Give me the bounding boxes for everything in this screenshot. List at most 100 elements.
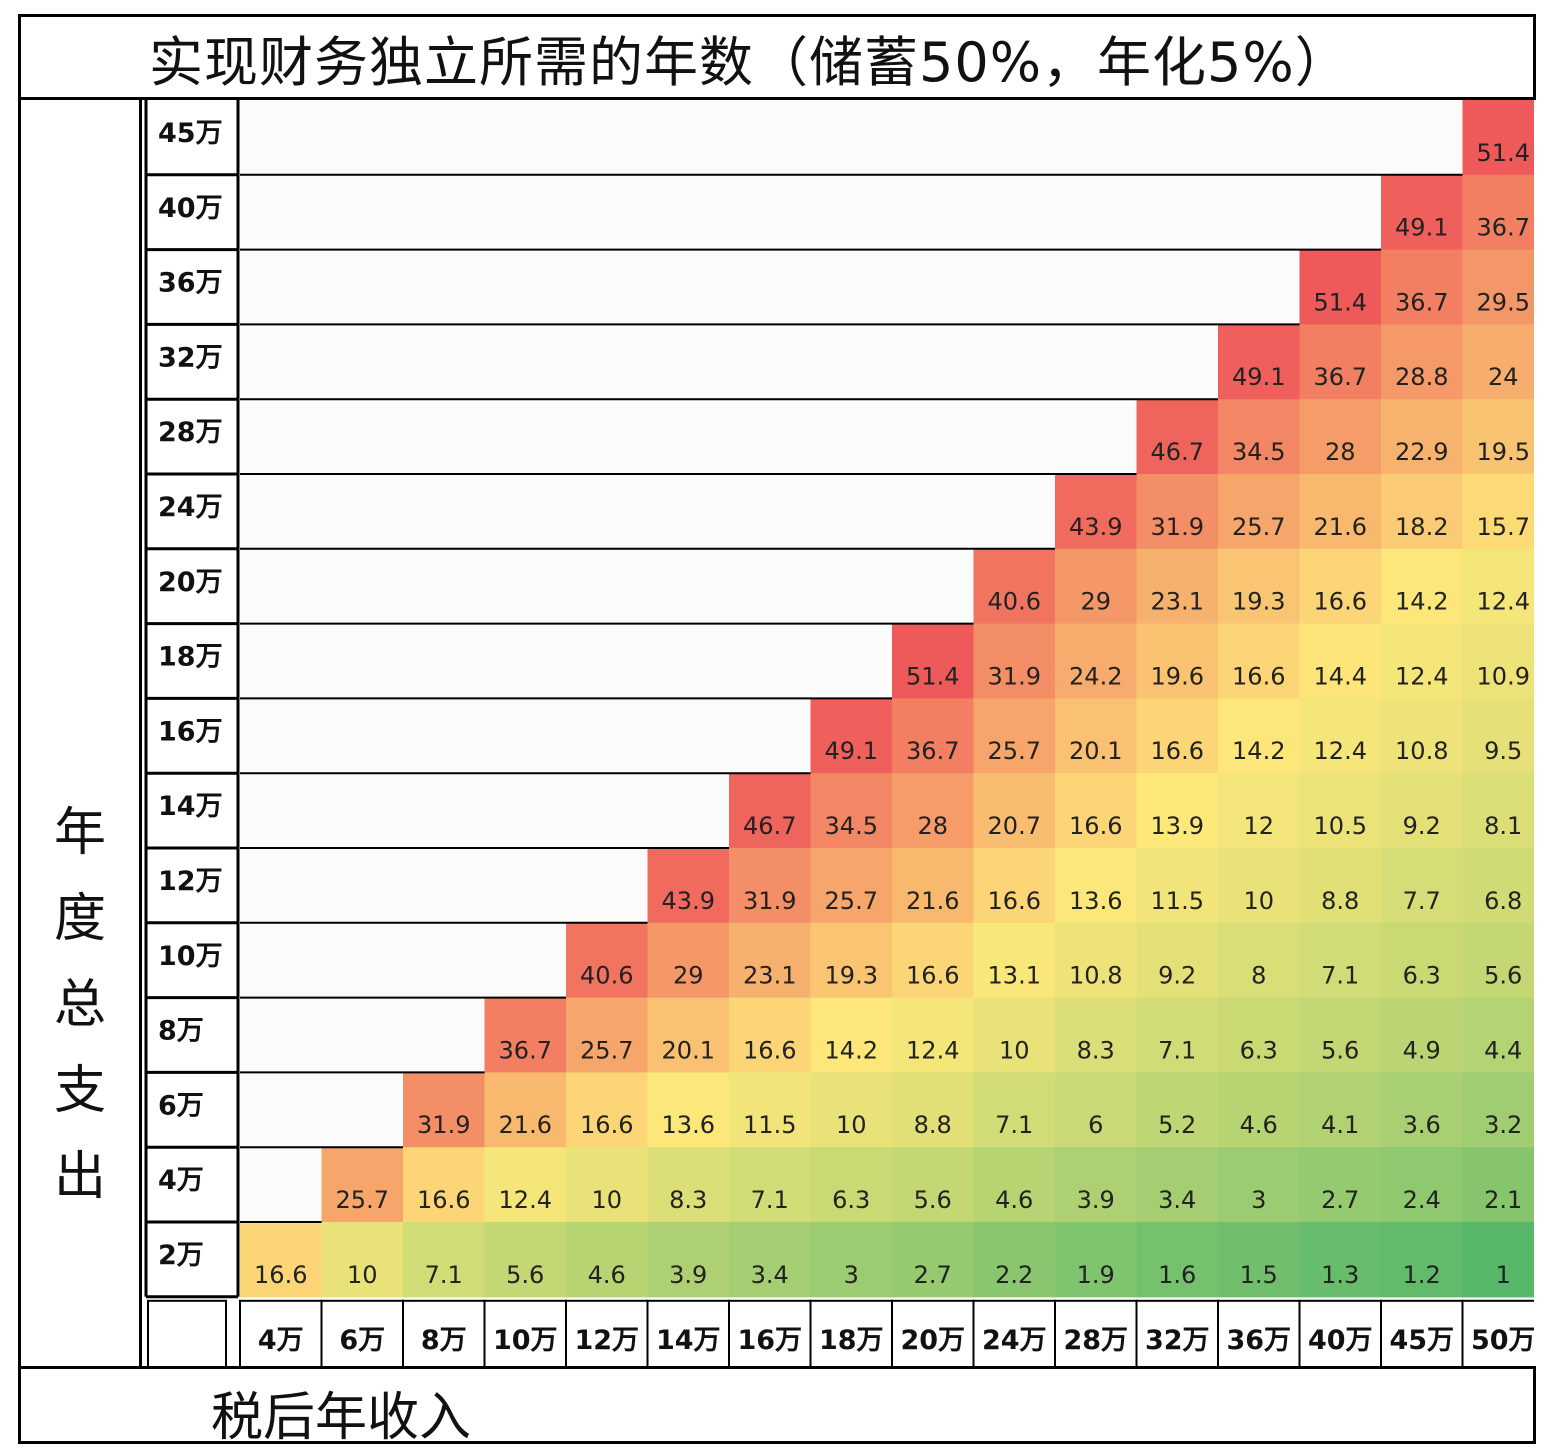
x-tick-label: 36万 <box>1226 1325 1291 1356</box>
heatmap-cell <box>566 1072 649 1148</box>
x-tick-label: 20万 <box>900 1325 965 1356</box>
cell-value-label: 23.1 <box>743 962 796 990</box>
cell-value-label: 14.4 <box>1314 662 1367 690</box>
heatmap-cell <box>1299 1147 1382 1223</box>
y-tick-label: 40万 <box>158 193 223 224</box>
heatmap-cell <box>1299 1222 1382 1298</box>
cell-value-label: 3.4 <box>1158 1186 1196 1214</box>
heatmap-cell <box>1381 922 1464 999</box>
x-tick-cell <box>1461 1299 1545 1376</box>
cell-value-label: 25.7 <box>336 1186 389 1214</box>
y-tick-label: 28万 <box>158 417 223 448</box>
cell-value-label: 13.9 <box>1151 812 1204 840</box>
heatmap-cell <box>1381 174 1464 251</box>
cell-value-label: 10 <box>1243 887 1274 915</box>
heatmap-cell <box>729 773 812 849</box>
cell-value-label: 20.1 <box>662 1036 715 1064</box>
cell-value-label: 36.7 <box>1314 363 1367 391</box>
cell-value-label: 1.3 <box>1321 1261 1359 1289</box>
cell-value-label: 29 <box>1080 588 1111 616</box>
cell-value-label: 3.6 <box>1403 1111 1441 1139</box>
heatmap-cell <box>1381 1072 1464 1148</box>
heatmap-cell <box>973 548 1056 625</box>
y-tick-label: 14万 <box>158 791 223 822</box>
heatmap-cell <box>1299 623 1382 699</box>
heatmap-cell <box>1055 1147 1138 1223</box>
x-tick-label: 24万 <box>982 1325 1047 1356</box>
heatmap-cell <box>1462 997 1545 1073</box>
heatmap-cell <box>729 1222 812 1298</box>
cell-value-label: 10.8 <box>1069 962 1122 990</box>
x-tick-cell <box>239 1299 323 1376</box>
y-tick-label: 20万 <box>158 567 223 598</box>
heatmap-cell <box>1462 399 1545 475</box>
cell-value-label: 28 <box>1325 438 1356 466</box>
cell-value-label: 46.7 <box>1151 438 1204 466</box>
heatmap-cell <box>1299 548 1382 625</box>
heatmap-cell <box>1381 548 1464 625</box>
x-tick-cell <box>565 1299 649 1376</box>
cell-value-label: 20.1 <box>1069 737 1122 765</box>
x-tick-label: 16万 <box>737 1325 802 1356</box>
heatmap-cell <box>1462 100 1545 176</box>
cell-value-label: 21.6 <box>499 1111 552 1139</box>
y-tick-label: 12万 <box>158 866 223 897</box>
heatmap-cell <box>240 1222 323 1298</box>
cell-value-label: 31.9 <box>743 887 796 915</box>
cell-value-label: 1 <box>1496 1261 1511 1289</box>
x-tick-cell <box>1380 1299 1464 1376</box>
heatmap-cell <box>484 997 567 1073</box>
heatmap-cell <box>1462 474 1545 550</box>
heatmap-cell <box>1136 698 1219 774</box>
cell-value-label: 21.6 <box>906 887 959 915</box>
cell-value-label: 20.7 <box>988 812 1041 840</box>
heatmap-cell <box>1462 922 1545 999</box>
cell-value-label: 4.9 <box>1403 1036 1441 1064</box>
cell-value-label: 4.1 <box>1321 1111 1359 1139</box>
heatmap-cell <box>892 1147 975 1223</box>
cell-value-label: 36.7 <box>1395 288 1448 316</box>
heatmap-cell <box>1218 848 1301 924</box>
heatmap-cell <box>1218 997 1301 1073</box>
cell-value-label: 51.4 <box>1314 288 1367 316</box>
cell-value-label: 25.7 <box>580 1036 633 1064</box>
cell-value-label: 51.4 <box>1477 139 1530 167</box>
cell-value-label: 12 <box>1243 812 1274 840</box>
heatmap-cell <box>1381 324 1464 400</box>
cell-value-label: 43.9 <box>662 887 715 915</box>
heatmap-cell <box>810 1147 893 1223</box>
cell-value-label: 14.2 <box>1395 588 1448 616</box>
y-tick-label: 8万 <box>158 1016 204 1047</box>
heatmap-cell <box>647 1222 730 1298</box>
heatmap-cell <box>729 997 812 1073</box>
cell-value-label: 40.6 <box>988 588 1041 616</box>
heatmap-cell <box>1218 1147 1301 1223</box>
cell-value-label: 10 <box>347 1261 378 1289</box>
cell-value-label: 51.4 <box>906 662 959 690</box>
cell-value-label: 16.6 <box>743 1036 796 1064</box>
cell-value-label: 8.1 <box>1484 812 1522 840</box>
cell-value-label: 13.1 <box>988 962 1041 990</box>
x-axis-label: 税后年收入 <box>211 1388 472 1448</box>
cell-value-label: 34.5 <box>825 812 878 840</box>
heatmap-cell <box>892 773 975 849</box>
cell-value-label: 3.9 <box>669 1261 707 1289</box>
cell-value-label: 10.9 <box>1477 662 1530 690</box>
y-tick-label: 45万 <box>158 118 223 149</box>
heatmap-cell <box>647 922 730 999</box>
cell-value-label: 8.8 <box>914 1111 952 1139</box>
heatmap-cell <box>321 1147 404 1223</box>
cell-value-label: 16.6 <box>988 887 1041 915</box>
heatmap-cell <box>1381 623 1464 699</box>
heatmap-cell <box>1055 1072 1138 1148</box>
cell-value-label: 31.9 <box>988 662 1041 690</box>
heatmap-cell <box>1381 474 1464 550</box>
cell-value-label: 25.7 <box>1232 513 1285 541</box>
heatmap-cell <box>973 1147 1056 1223</box>
cell-value-label: 18.2 <box>1395 513 1448 541</box>
cell-value-label: 15.7 <box>1477 513 1530 541</box>
cell-value-label: 25.7 <box>988 737 1041 765</box>
cell-value-label: 22.9 <box>1395 438 1448 466</box>
corner-cell <box>147 1299 227 1376</box>
cell-value-label: 3.9 <box>1077 1186 1115 1214</box>
